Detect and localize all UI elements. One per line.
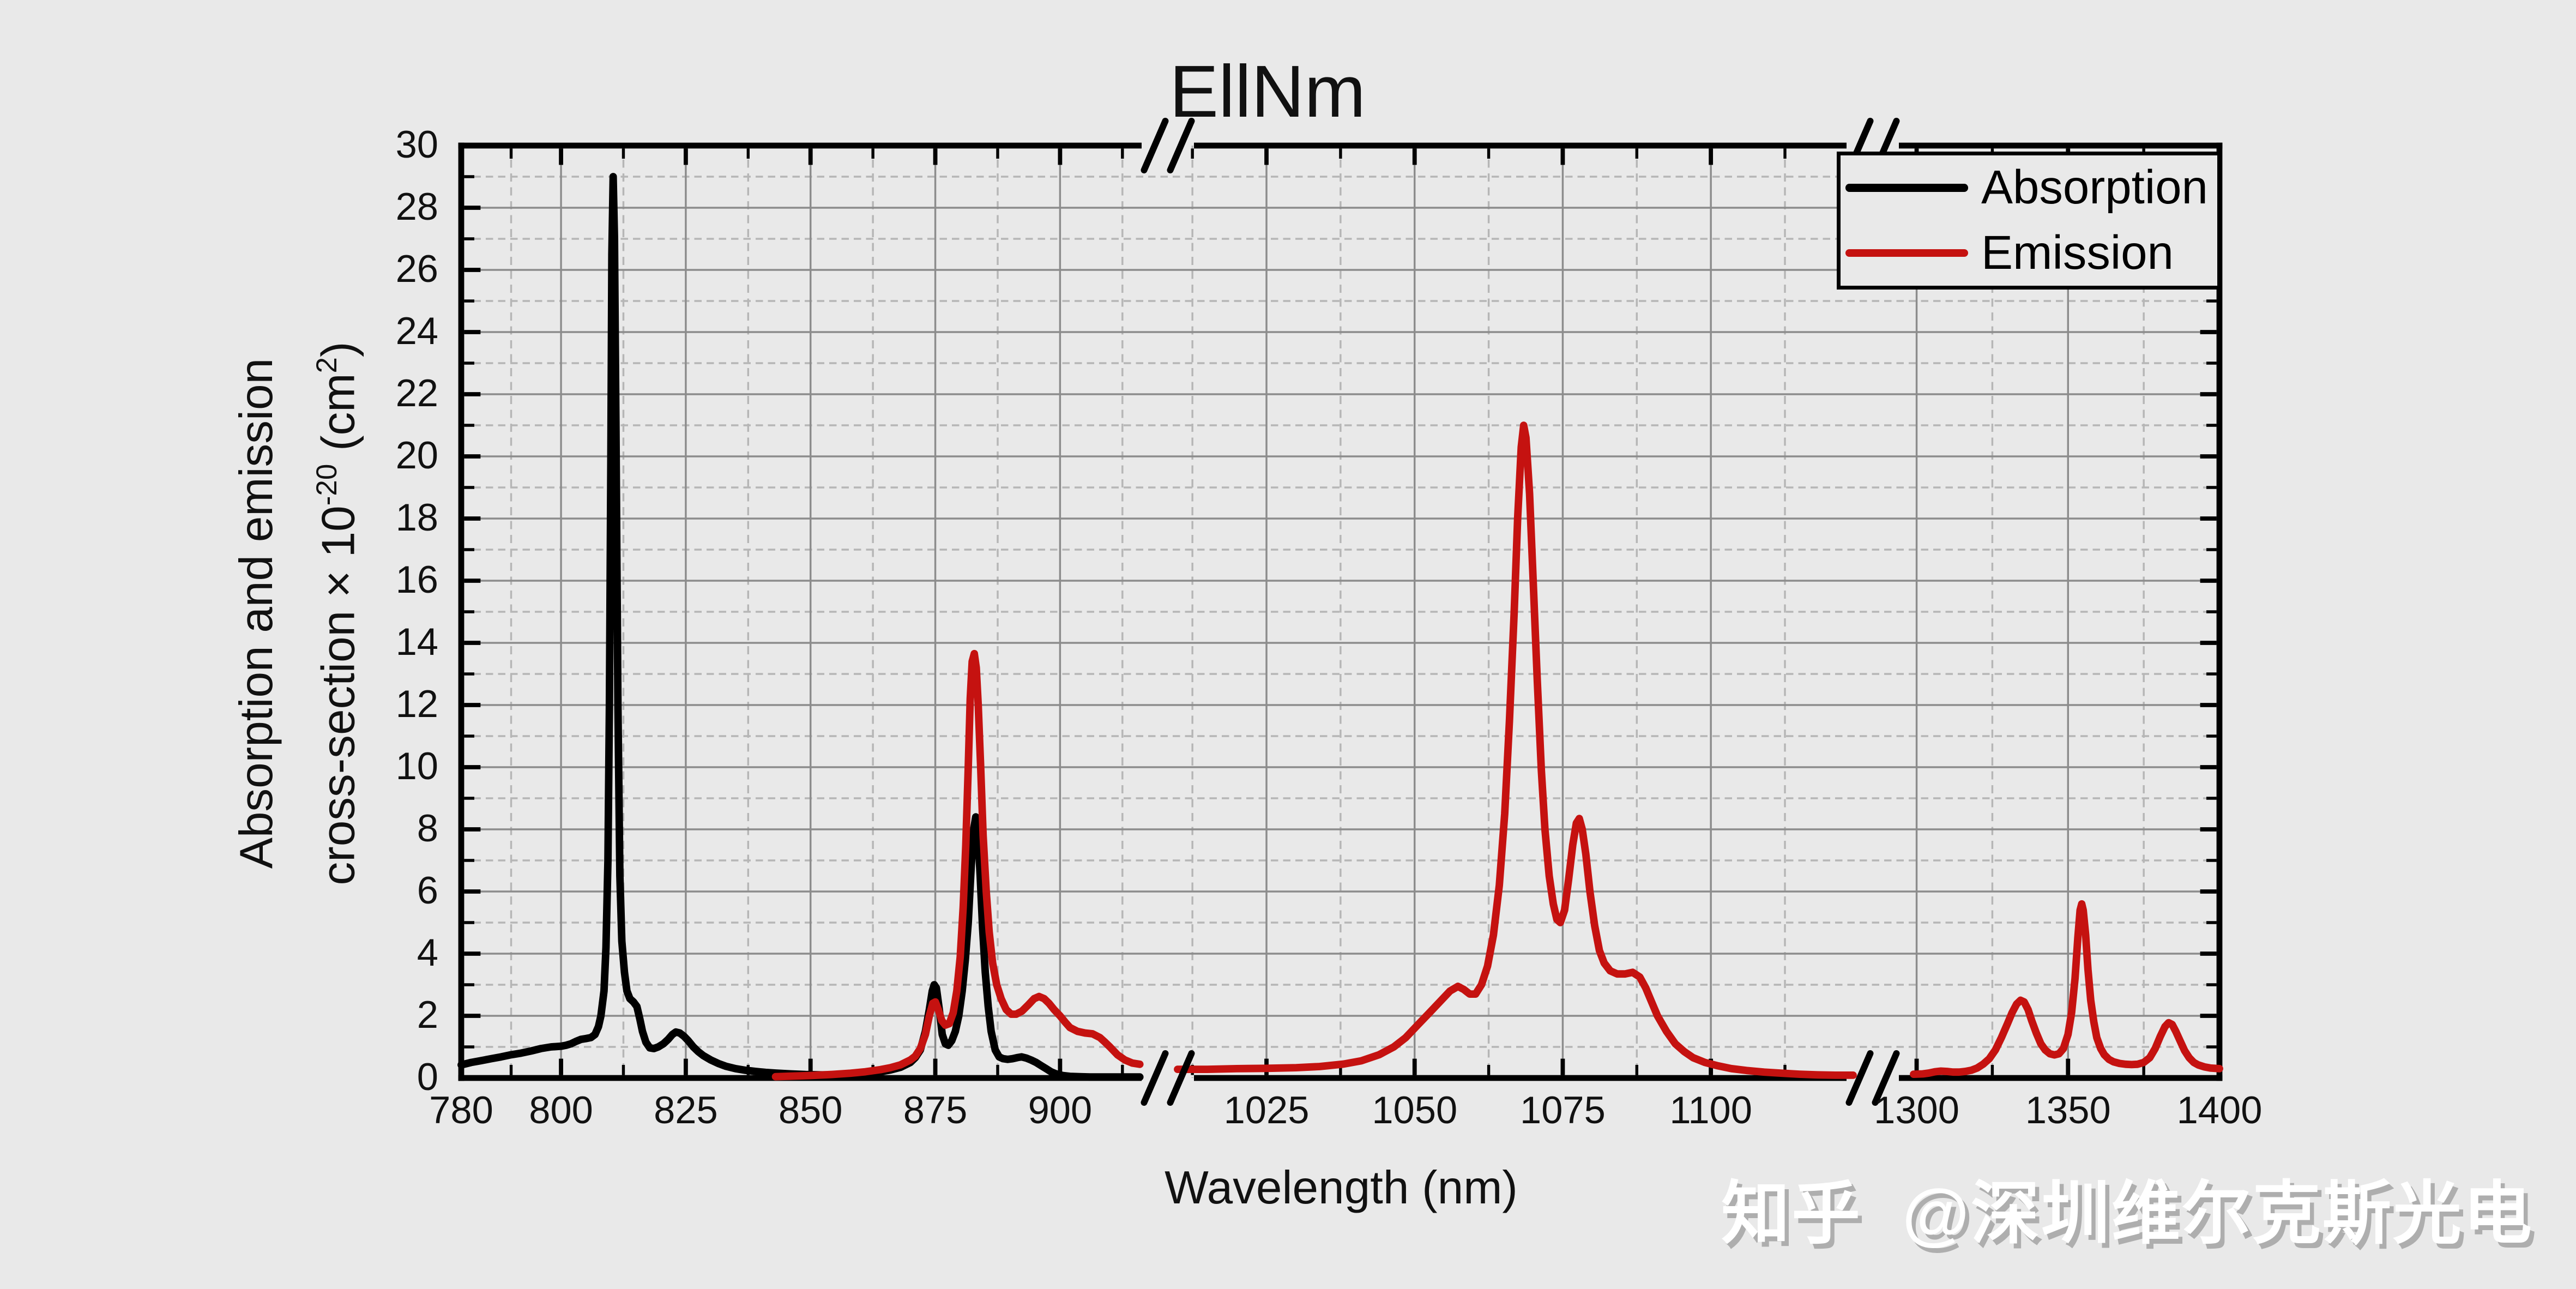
x-tick-label: 1350 [2025,1088,2111,1131]
y-tick-label: 0 [417,1055,438,1098]
emission-curve [1910,900,2223,1079]
y-tick-label: 22 [395,371,438,414]
x-tick-label: 1050 [1372,1088,1458,1131]
break-slash [1167,118,1195,173]
y-tick-label: 30 [395,122,438,166]
break-slash [1141,118,1169,173]
x-tick-label: 780 [429,1088,493,1131]
x-tick-label: 1025 [1223,1088,1310,1131]
legend-label-emission: Emission [1981,226,2174,280]
x-tick-label: 1300 [1874,1088,1959,1131]
legend-item-emission: Emission [1841,220,2217,286]
break-slash [1845,1050,1874,1106]
y-tick-label: 8 [417,806,438,850]
x-tick-label: 825 [654,1088,718,1131]
absorption-line-swatch [1845,184,1968,192]
absorption-curve [457,173,1144,1081]
axis-ticks [459,143,2222,1080]
break-slash [1141,1050,1169,1106]
y-tick-label: 26 [395,246,438,290]
break-slash [1872,1050,1900,1106]
y-tick-label: 20 [395,433,438,477]
y-axis-label-line1: Absorption and emission [231,358,282,869]
x-tick-label: 875 [903,1088,968,1131]
x-tick-label: 800 [529,1088,593,1131]
emission-line-swatch [1845,249,1968,257]
y-tick-label: 6 [417,868,438,912]
y-tick-label: 14 [395,619,438,663]
y-tick-label: 4 [417,930,438,974]
zhihu-watermark: 知乎 @深圳维尔克斯光电 [1721,1175,2533,1252]
x-axis-label: Wavelength (nm) [1165,1162,1518,1214]
x-tick-label: 1100 [1669,1088,1752,1131]
y-tick-label: 16 [395,557,438,601]
y-tick-label: 12 [395,682,438,725]
chart-title: EllNm [1169,50,1366,132]
legend-label-absorption: Absorption [1981,161,2208,214]
emission-curve [771,649,1144,1081]
legend: Absorption Emission [1837,151,2221,290]
y-tick-label: 18 [395,495,438,539]
break-slash [1167,1050,1195,1106]
x-tick-label: 900 [1028,1088,1093,1131]
y-tick-label: 2 [417,992,438,1036]
x-tick-label: 850 [778,1088,843,1131]
x-tick-label: 1400 [2176,1088,2263,1131]
axis-spines [458,142,2223,1081]
grid-major [461,146,2219,1078]
y-tick-label: 24 [395,309,438,352]
series-curves [457,173,2223,1081]
x-tick-label: 1075 [1520,1088,1606,1131]
legend-item-absorption: Absorption [1841,155,2217,221]
y-tick-label: 10 [395,744,438,787]
y-tick-label: 28 [395,184,438,228]
emission-curve [1174,421,1857,1079]
